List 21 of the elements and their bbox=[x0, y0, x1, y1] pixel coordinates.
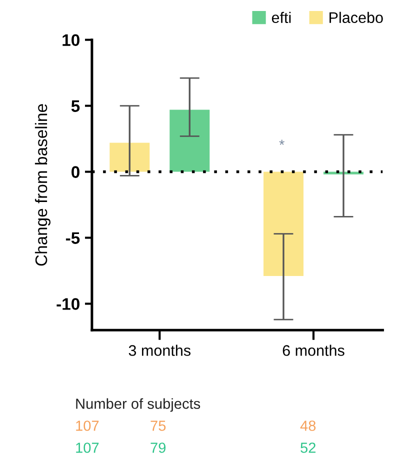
y-tick-label: 10 bbox=[62, 34, 80, 46]
bar bbox=[263, 172, 304, 276]
y-tick-label: -5 bbox=[66, 232, 80, 244]
text: 75 bbox=[150, 420, 166, 431]
annotation: * bbox=[279, 140, 284, 145]
legend-label: efti bbox=[272, 12, 291, 24]
x-tick-label: 6 months bbox=[282, 344, 344, 356]
y-axis-title: Change from baseline bbox=[34, 104, 50, 266]
x-tick-label: 3 months bbox=[128, 344, 191, 356]
legend-label: Placebo bbox=[330, 12, 383, 24]
y-tick-label: 0 bbox=[72, 166, 80, 178]
text: 52 bbox=[300, 442, 316, 453]
text: 107 bbox=[76, 442, 99, 453]
bar bbox=[170, 110, 210, 172]
text: 107 bbox=[76, 420, 99, 431]
text: Number of subjects bbox=[76, 398, 200, 412]
text: 79 bbox=[150, 442, 166, 453]
bar bbox=[110, 142, 150, 172]
y-tick-label: -10 bbox=[56, 298, 80, 310]
y-tick-label: 5 bbox=[71, 100, 80, 112]
text: 48 bbox=[300, 420, 316, 431]
